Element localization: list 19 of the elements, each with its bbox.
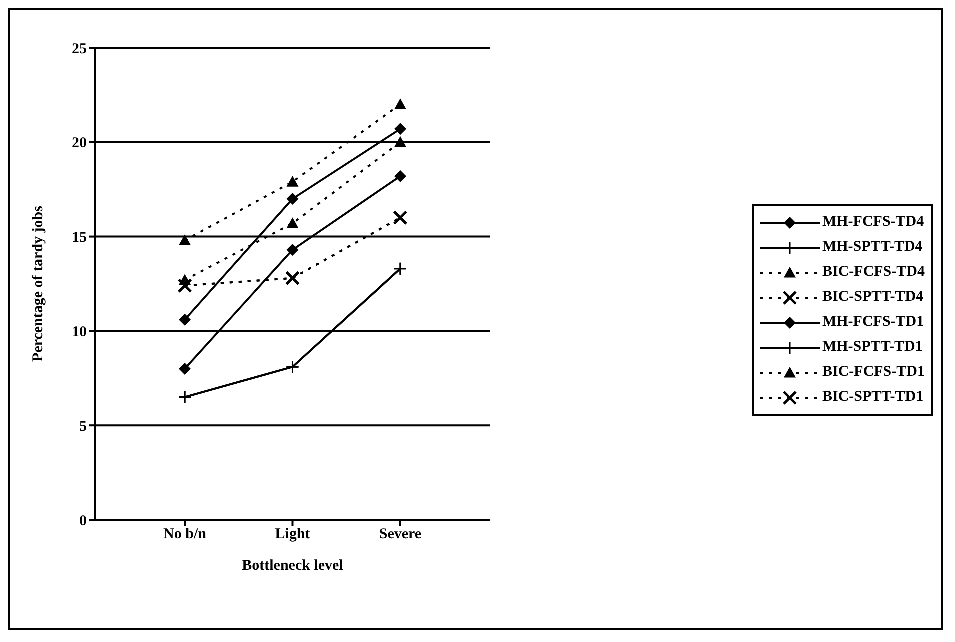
y-tick-label: 20 <box>72 136 87 152</box>
legend-label: BIC-SPTT-TD1 <box>822 389 924 406</box>
x-tick-label: Light <box>275 526 310 543</box>
legend-label: BIC-FCFS-TD1 <box>822 364 925 381</box>
y-tick-label: 5 <box>80 418 87 435</box>
y-axis-title: Percentage of tardy jobs <box>30 206 46 362</box>
legend-label: BIC-SPTT-TD4 <box>822 289 924 306</box>
legend-label: MH-SPTT-TD1 <box>822 339 923 356</box>
legend-label: MH-FCFS-TD1 <box>822 314 924 331</box>
x-axis-title: Bottleneck level <box>242 558 344 574</box>
y-tick-label: 10 <box>72 324 87 341</box>
y-tick-label: 25 <box>72 41 87 58</box>
legend-label: MH-SPTT-TD4 <box>822 239 923 256</box>
y-tick-label: 0 <box>80 513 87 530</box>
legend-label: MH-FCFS-TD4 <box>822 214 924 231</box>
x-tick-label: Severe <box>379 526 422 543</box>
x-tick-label: No b/n <box>164 526 208 543</box>
y-tick-label: 15 <box>72 230 87 246</box>
legend-label: BIC-FCFS-TD4 <box>822 264 925 281</box>
